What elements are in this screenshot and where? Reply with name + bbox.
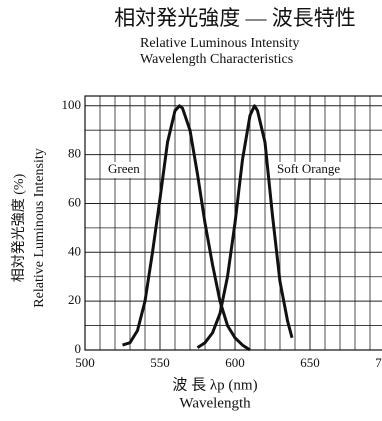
series-label: Green xyxy=(108,161,140,176)
chart-subtitle: Relative Luminous Intensity xyxy=(140,36,299,51)
y-tick-label: 100 xyxy=(62,97,82,112)
x-tick-label: 550 xyxy=(150,355,170,370)
chart-title: 相対発光強度 — 波長特性 xyxy=(114,6,356,30)
x-axis-label: 波 長 λp (nm) xyxy=(172,376,257,393)
series-label-bg xyxy=(106,162,142,178)
x-tick-label: 600 xyxy=(225,355,245,370)
series-label-bg xyxy=(275,162,343,178)
y-tick-label: 0 xyxy=(75,341,82,356)
x-axis-label: Wavelength xyxy=(179,395,251,411)
y-tick-label: 80 xyxy=(68,146,81,161)
data-line xyxy=(196,104,294,349)
y-tick-label: 60 xyxy=(68,194,81,209)
series-label: Soft Orange xyxy=(277,161,340,176)
y-tick-label: 20 xyxy=(68,292,81,307)
y-axis-label: 相対発光強度 (%) xyxy=(11,173,27,282)
x-tick-label: 700 xyxy=(375,355,382,370)
data-line xyxy=(122,104,251,352)
chart-subtitle: Wavelength Characteristics xyxy=(140,52,293,67)
y-axis-label: Relative Luminous Intensity xyxy=(32,148,47,307)
y-tick-label: 40 xyxy=(68,243,81,258)
x-tick-label: 500 xyxy=(75,355,95,370)
x-tick-label: 650 xyxy=(300,355,320,370)
plot-frame xyxy=(84,95,382,351)
